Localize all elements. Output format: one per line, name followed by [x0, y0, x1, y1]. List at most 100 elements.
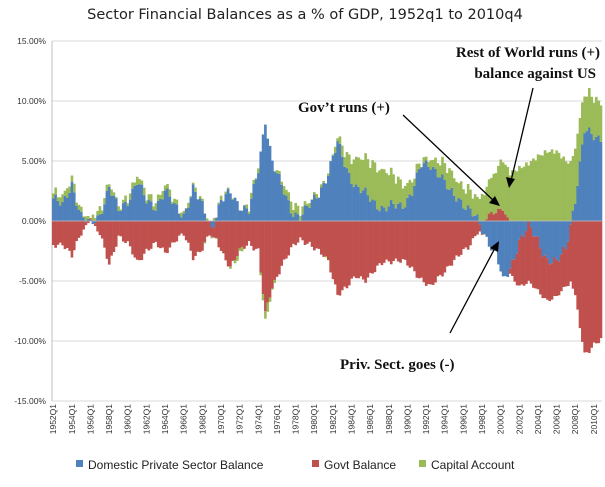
- bar-capital: [299, 216, 302, 221]
- bar-capital: [520, 168, 524, 221]
- bar-capital: [336, 138, 339, 142]
- bar-capital: [126, 203, 130, 206]
- bar-capital: [452, 178, 456, 196]
- bar-private: [359, 192, 363, 221]
- bar-capital: [257, 168, 260, 174]
- bar-govt: [441, 221, 444, 277]
- bar-capital: [401, 188, 405, 209]
- bar-govt: [159, 221, 162, 249]
- bar-private: [187, 207, 190, 221]
- bar-private: [450, 187, 454, 221]
- bar-private: [56, 200, 60, 221]
- bar-govt: [261, 221, 265, 295]
- bar-govt: [254, 221, 258, 249]
- bar-govt: [166, 221, 169, 254]
- bar-govt: [77, 221, 81, 238]
- bar-private: [343, 166, 346, 221]
- bar-capital: [63, 190, 67, 196]
- bar-govt: [296, 221, 300, 243]
- x-axis: 1952Q1 1954Q1 1956Q1 1958Q1 1960Q1 1962Q1 1964…: [48, 404, 599, 435]
- bar-private: [354, 184, 358, 221]
- bar-govt: [473, 221, 477, 237]
- bar-govt: [576, 221, 579, 310]
- bar-govt: [464, 221, 468, 248]
- bar-private: [161, 199, 165, 221]
- bar-govt: [354, 221, 358, 279]
- bar-govt: [68, 221, 71, 251]
- bar-govt: [303, 221, 307, 246]
- bar-govt: [128, 221, 132, 247]
- arrow-govt: [402, 114, 495, 202]
- bar-capital: [576, 133, 579, 186]
- bar-govt: [203, 221, 207, 243]
- bar-capital: [571, 155, 575, 211]
- bar-govt: [401, 221, 405, 260]
- bar-govt: [590, 221, 593, 348]
- bar-private: [147, 199, 151, 221]
- x-tick-label: 2004Q1: [533, 404, 543, 435]
- bar-govt: [375, 221, 379, 266]
- bar-govt: [406, 221, 409, 266]
- bar-private: [494, 221, 498, 250]
- bar-private: [63, 195, 67, 221]
- bar-govt: [271, 221, 274, 289]
- bar-private: [599, 141, 603, 221]
- bar-private: [210, 221, 214, 228]
- bar-private: [375, 209, 379, 221]
- bar-private: [159, 198, 162, 221]
- bar-govt: [89, 218, 92, 220]
- x-tick-label: 1984Q1: [346, 404, 356, 435]
- bar-capital: [303, 201, 307, 206]
- bar-govt: [462, 221, 465, 249]
- bar-govt: [431, 221, 435, 285]
- bar-private: [553, 221, 556, 258]
- bar-private: [215, 217, 218, 221]
- bar-capital: [352, 159, 356, 188]
- bar-private: [82, 217, 85, 221]
- bar-capital: [536, 154, 540, 221]
- bar-capital: [287, 192, 291, 201]
- bar-govt: [359, 221, 363, 277]
- bar-private: [303, 205, 307, 221]
- bar-capital: [455, 181, 458, 202]
- bar-govt: [555, 259, 559, 297]
- bar-govt: [450, 221, 454, 266]
- bar-capital: [285, 189, 288, 196]
- bar-private: [581, 144, 584, 221]
- bar-private: [382, 207, 386, 221]
- bar-capital: [154, 203, 158, 211]
- bar-capital: [434, 157, 437, 169]
- bar-private: [541, 221, 545, 257]
- bar-capital: [105, 184, 109, 191]
- bar-private: [410, 196, 414, 221]
- bar-capital: [77, 204, 81, 210]
- bar-govt: [98, 221, 102, 236]
- y-tick-label: 0.00%: [22, 216, 47, 226]
- bar-govt: [306, 221, 309, 244]
- bar-private: [91, 221, 95, 225]
- bar-capital: [333, 146, 337, 153]
- bar-capital: [385, 173, 388, 212]
- bar-private: [462, 208, 465, 221]
- bar-private: [525, 221, 528, 232]
- bar-govt: [504, 214, 507, 221]
- bar-govt: [266, 221, 270, 303]
- bar-private: [275, 173, 279, 221]
- bar-private: [250, 198, 253, 221]
- bar-private: [592, 140, 596, 221]
- bar-govt: [315, 221, 318, 249]
- bar-capital: [494, 173, 498, 214]
- bar-capital: [138, 179, 141, 185]
- bar-govt: [511, 259, 514, 277]
- bar-govt: [424, 221, 428, 286]
- bar-private: [392, 203, 395, 221]
- bar-private: [368, 201, 372, 221]
- bar-govt: [581, 221, 584, 342]
- bar-capital: [124, 195, 127, 202]
- bar-capital: [254, 178, 258, 180]
- bar-govt: [588, 221, 591, 353]
- bar-private: [238, 210, 242, 221]
- bar-capital: [590, 96, 593, 134]
- bar-capital: [91, 214, 95, 221]
- legend: Domestic Private Sector Balance Govt Bal…: [76, 458, 515, 472]
